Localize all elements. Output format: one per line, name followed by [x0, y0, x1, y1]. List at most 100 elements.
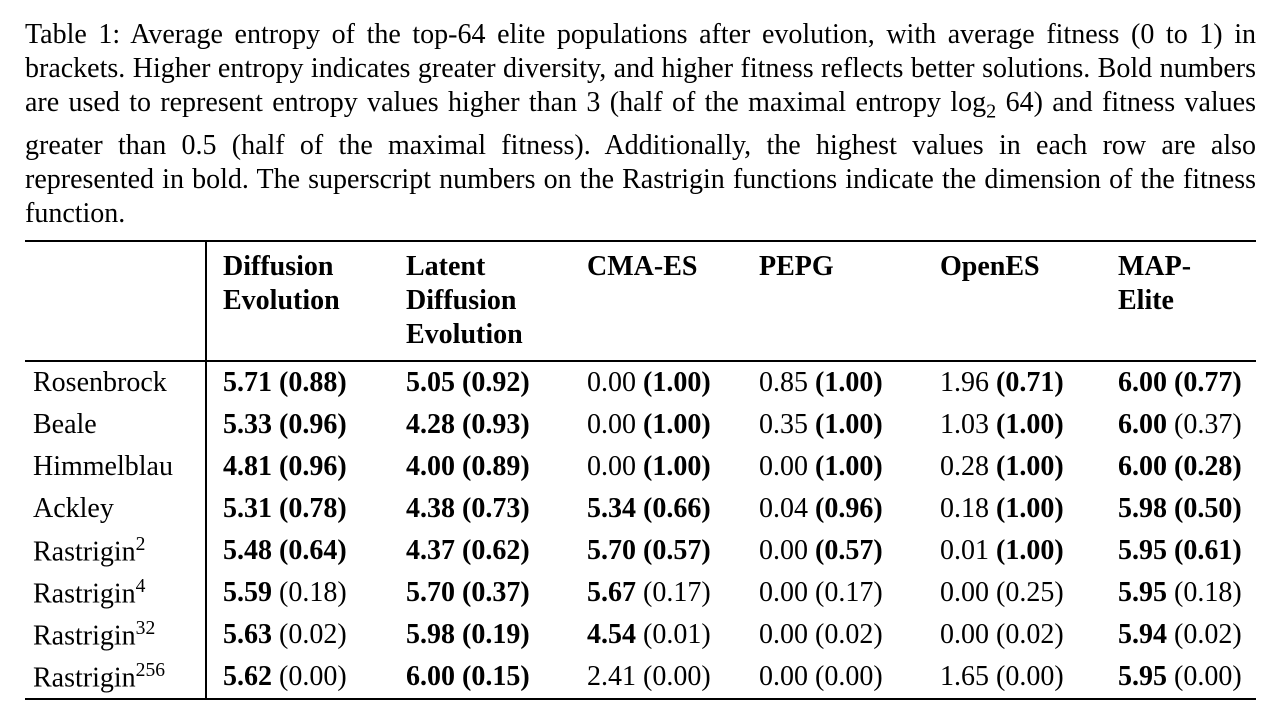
entropy-value: 0.00	[759, 619, 808, 650]
entropy-value: 0.00	[587, 367, 636, 398]
entropy-value: 4.00	[406, 451, 455, 482]
table-cell: 0.00 (1.00)	[743, 446, 924, 488]
table-cell: 5.71 (0.88)	[206, 361, 390, 404]
fitness-value: (0.96)	[279, 409, 347, 440]
fitness-value: (0.50)	[1174, 493, 1242, 524]
row-label: Rastrigin2	[25, 530, 207, 572]
table-cell: 4.54 (0.01)	[571, 614, 743, 656]
entropy-value: 0.00	[587, 451, 636, 482]
entropy-value: 0.00	[759, 577, 808, 608]
fitness-value: (0.78)	[279, 493, 347, 524]
entropy-value: 1.65	[940, 661, 989, 692]
column-header-line: MAP-	[1118, 251, 1192, 282]
entropy-value: 1.03	[940, 409, 989, 440]
table-cell: 0.28 (1.00)	[924, 446, 1102, 488]
entropy-value: 6.00	[1118, 409, 1167, 440]
fitness-value: (0.92)	[462, 367, 530, 398]
entropy-value: 0.00	[759, 535, 808, 566]
fitness-value: (1.00)	[643, 367, 711, 398]
entropy-value: 4.81	[223, 451, 272, 482]
caption-text-continued: 64) and fitness values greater than 0.5 …	[25, 87, 1256, 229]
fitness-value: (1.00)	[815, 451, 883, 482]
table-cell: 0.00 (0.02)	[743, 614, 924, 656]
entropy-value: 5.98	[406, 619, 455, 650]
fitness-value: (0.17)	[815, 577, 883, 608]
fitness-value: (0.17)	[643, 577, 711, 608]
function-name: Ackley	[33, 493, 114, 524]
entropy-value: 5.62	[223, 661, 272, 692]
table-cell: 0.85 (1.00)	[743, 361, 924, 404]
column-header-openes: OpenES	[924, 241, 1102, 361]
table-row: Rastrigin2 5.48 (0.64) 4.37 (0.62) 5.70 (0.…	[25, 530, 1256, 572]
entropy-value: 2.41	[587, 661, 636, 692]
table-cell: 6.00 (0.37)	[1102, 404, 1256, 446]
entropy-value: 5.70	[406, 577, 455, 608]
table-cell: 6.00 (0.15)	[390, 656, 571, 699]
fitness-value: (0.02)	[815, 619, 883, 650]
table-cell: 0.01 (1.00)	[924, 530, 1102, 572]
table-cell: 1.03 (1.00)	[924, 404, 1102, 446]
function-name: Rastrigin	[33, 536, 136, 568]
table-cell: 5.70 (0.57)	[571, 530, 743, 572]
function-name: Rastrigin	[33, 620, 136, 652]
results-table: Diffusion Evolution Latent Diffusion Evoluti…	[25, 240, 1256, 700]
table-cell: 5.31 (0.78)	[206, 488, 390, 530]
fitness-value: (0.00)	[815, 661, 883, 692]
table-cell: 0.00 (0.17)	[743, 572, 924, 614]
entropy-value: 0.18	[940, 493, 989, 524]
fitness-value: (0.02)	[1174, 619, 1242, 650]
fitness-value: (0.00)	[1174, 661, 1242, 692]
entropy-value: 0.35	[759, 409, 808, 440]
table-cell: 0.35 (1.00)	[743, 404, 924, 446]
fitness-value: (0.62)	[462, 535, 530, 566]
fitness-value: (1.00)	[996, 535, 1064, 566]
fitness-value: (1.00)	[643, 409, 711, 440]
entropy-value: 4.37	[406, 535, 455, 566]
table-cell: 5.34 (0.66)	[571, 488, 743, 530]
header-empty-cell	[25, 241, 207, 361]
table-row: Rastrigin32 5.63 (0.02) 5.98 (0.19) 4.54 (0…	[25, 614, 1256, 656]
entropy-value: 5.67	[587, 577, 636, 608]
entropy-value: 0.00	[587, 409, 636, 440]
dimension-superscript: 2	[135, 533, 146, 555]
entropy-value: 5.31	[223, 493, 272, 524]
table-cell: 0.18 (1.00)	[924, 488, 1102, 530]
fitness-value: (0.15)	[462, 661, 530, 692]
entropy-value: 5.33	[223, 409, 272, 440]
table-cell: 0.00 (1.00)	[571, 404, 743, 446]
row-label: Himmelblau	[25, 446, 207, 488]
table-cell: 5.67 (0.17)	[571, 572, 743, 614]
table-cell: 5.95 (0.00)	[1102, 656, 1256, 699]
entropy-value: 4.28	[406, 409, 455, 440]
column-header-line: Diffusion	[223, 251, 334, 282]
row-label: Rosenbrock	[25, 361, 207, 404]
fitness-value: (0.00)	[996, 661, 1064, 692]
column-header-line: Latent	[406, 251, 486, 282]
entropy-value: 5.34	[587, 493, 636, 524]
fitness-value: (0.28)	[1174, 451, 1242, 482]
fitness-value: (0.96)	[815, 493, 883, 524]
fitness-value: (0.88)	[279, 367, 347, 398]
fitness-value: (1.00)	[643, 451, 711, 482]
dimension-superscript: 32	[135, 617, 156, 639]
fitness-value: (0.19)	[462, 619, 530, 650]
column-header-line: Evolution	[223, 285, 340, 316]
table-cell: 6.00 (0.77)	[1102, 361, 1256, 404]
entropy-value: 0.00	[759, 661, 808, 692]
entropy-value: 4.38	[406, 493, 455, 524]
table-cell: 5.59 (0.18)	[206, 572, 390, 614]
entropy-value: 0.00	[940, 619, 989, 650]
fitness-value: (0.57)	[815, 535, 883, 566]
entropy-value: 1.96	[940, 367, 989, 398]
table-cell: 5.98 (0.50)	[1102, 488, 1256, 530]
table-cell: 0.04 (0.96)	[743, 488, 924, 530]
fitness-value: (1.00)	[996, 493, 1064, 524]
table-cell: 5.94 (0.02)	[1102, 614, 1256, 656]
entropy-value: 0.28	[940, 451, 989, 482]
table-row: Beale 5.33 (0.96) 4.28 (0.93) 0.00 (1.00) 0.…	[25, 404, 1256, 446]
entropy-value: 5.71	[223, 367, 272, 398]
row-label: Beale	[25, 404, 207, 446]
fitness-value: (0.37)	[1174, 409, 1242, 440]
entropy-value: 5.05	[406, 367, 455, 398]
